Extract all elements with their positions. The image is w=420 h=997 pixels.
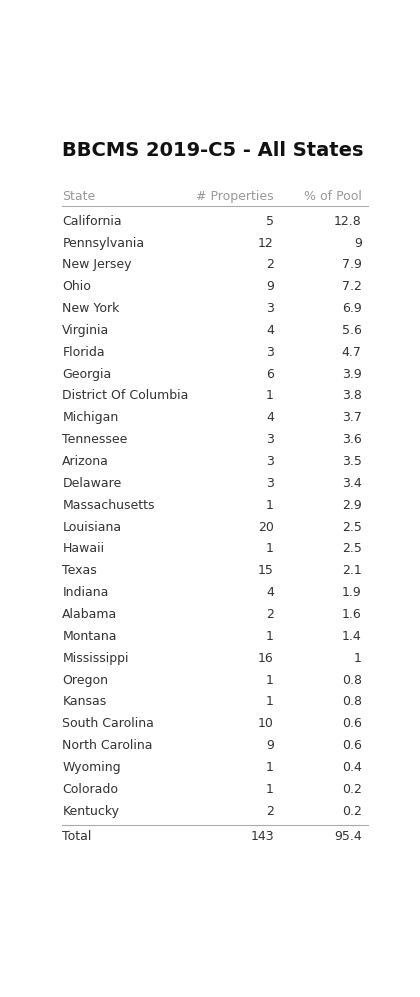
Text: New York: New York (62, 302, 120, 315)
Text: 12.8: 12.8 (334, 214, 362, 227)
Text: 0.4: 0.4 (342, 761, 362, 774)
Text: 4: 4 (266, 586, 274, 599)
Text: Florida: Florida (62, 346, 105, 359)
Text: Total: Total (62, 830, 92, 842)
Text: State: State (62, 190, 95, 203)
Text: 15: 15 (258, 564, 274, 577)
Text: 12: 12 (258, 236, 274, 249)
Text: Hawaii: Hawaii (62, 542, 105, 555)
Text: Massachusetts: Massachusetts (62, 498, 155, 511)
Text: Kansas: Kansas (62, 695, 107, 709)
Text: 1.9: 1.9 (342, 586, 362, 599)
Text: Colorado: Colorado (62, 783, 118, 796)
Text: Delaware: Delaware (62, 477, 121, 490)
Text: 9: 9 (266, 739, 274, 752)
Text: 2.9: 2.9 (342, 498, 362, 511)
Text: South Carolina: South Carolina (62, 717, 154, 730)
Text: 3: 3 (266, 433, 274, 447)
Text: 3.8: 3.8 (342, 390, 362, 403)
Text: 7.2: 7.2 (342, 280, 362, 293)
Text: 3: 3 (266, 302, 274, 315)
Text: Louisiana: Louisiana (62, 520, 121, 533)
Text: Michigan: Michigan (62, 412, 118, 425)
Text: # Properties: # Properties (196, 190, 274, 203)
Text: 6.9: 6.9 (342, 302, 362, 315)
Text: 1: 1 (266, 783, 274, 796)
Text: 2: 2 (266, 258, 274, 271)
Text: Oregon: Oregon (62, 674, 108, 687)
Text: 1: 1 (266, 498, 274, 511)
Text: Texas: Texas (62, 564, 97, 577)
Text: New Jersey: New Jersey (62, 258, 132, 271)
Text: 3: 3 (266, 455, 274, 468)
Text: Arizona: Arizona (62, 455, 109, 468)
Text: 3.7: 3.7 (342, 412, 362, 425)
Text: 3: 3 (266, 477, 274, 490)
Text: Kentucky: Kentucky (62, 805, 119, 818)
Text: North Carolina: North Carolina (62, 739, 153, 752)
Text: 1.4: 1.4 (342, 630, 362, 643)
Text: 0.6: 0.6 (342, 717, 362, 730)
Text: 3: 3 (266, 346, 274, 359)
Text: 1: 1 (266, 542, 274, 555)
Text: Indiana: Indiana (62, 586, 109, 599)
Text: 1: 1 (266, 630, 274, 643)
Text: 4: 4 (266, 324, 274, 337)
Text: 3.9: 3.9 (342, 368, 362, 381)
Text: 7.9: 7.9 (342, 258, 362, 271)
Text: 1: 1 (354, 652, 362, 665)
Text: 143: 143 (250, 830, 274, 842)
Text: 0.6: 0.6 (342, 739, 362, 752)
Text: 9: 9 (354, 236, 362, 249)
Text: Pennsylvania: Pennsylvania (62, 236, 144, 249)
Text: Alabama: Alabama (62, 608, 118, 621)
Text: 1: 1 (266, 390, 274, 403)
Text: % of Pool: % of Pool (304, 190, 362, 203)
Text: Georgia: Georgia (62, 368, 112, 381)
Text: Montana: Montana (62, 630, 117, 643)
Text: 2.5: 2.5 (342, 520, 362, 533)
Text: 95.4: 95.4 (334, 830, 362, 842)
Text: 2: 2 (266, 608, 274, 621)
Text: Virginia: Virginia (62, 324, 110, 337)
Text: 3.5: 3.5 (342, 455, 362, 468)
Text: 5: 5 (266, 214, 274, 227)
Text: 3.6: 3.6 (342, 433, 362, 447)
Text: 6: 6 (266, 368, 274, 381)
Text: 3.4: 3.4 (342, 477, 362, 490)
Text: 1: 1 (266, 695, 274, 709)
Text: 9: 9 (266, 280, 274, 293)
Text: District Of Columbia: District Of Columbia (62, 390, 189, 403)
Text: 16: 16 (258, 652, 274, 665)
Text: 2.1: 2.1 (342, 564, 362, 577)
Text: California: California (62, 214, 122, 227)
Text: 1: 1 (266, 761, 274, 774)
Text: 0.8: 0.8 (342, 695, 362, 709)
Text: BBCMS 2019-C5 - All States: BBCMS 2019-C5 - All States (62, 142, 364, 161)
Text: 0.8: 0.8 (342, 674, 362, 687)
Text: 10: 10 (258, 717, 274, 730)
Text: 20: 20 (258, 520, 274, 533)
Text: 1.6: 1.6 (342, 608, 362, 621)
Text: 4: 4 (266, 412, 274, 425)
Text: 2: 2 (266, 805, 274, 818)
Text: 4.7: 4.7 (342, 346, 362, 359)
Text: 5.6: 5.6 (342, 324, 362, 337)
Text: Mississippi: Mississippi (62, 652, 129, 665)
Text: Ohio: Ohio (62, 280, 91, 293)
Text: 0.2: 0.2 (342, 805, 362, 818)
Text: 1: 1 (266, 674, 274, 687)
Text: 0.2: 0.2 (342, 783, 362, 796)
Text: 2.5: 2.5 (342, 542, 362, 555)
Text: Tennessee: Tennessee (62, 433, 128, 447)
Text: Wyoming: Wyoming (62, 761, 121, 774)
